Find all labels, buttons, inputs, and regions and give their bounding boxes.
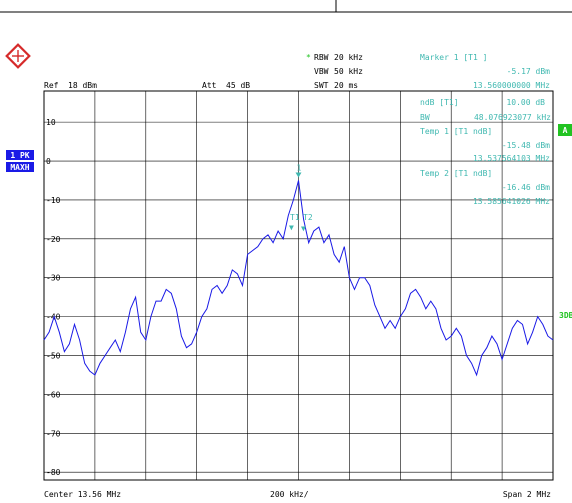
rbw-marker-star: * bbox=[306, 53, 311, 62]
a-label-bg bbox=[558, 124, 572, 136]
bw-value: 48.076923077 kHz bbox=[474, 113, 551, 122]
marker-1-triangle bbox=[295, 172, 302, 178]
bw-label: BW bbox=[420, 113, 430, 122]
att-value: 45 dB bbox=[226, 81, 250, 90]
ndb-label: ndB [T1] bbox=[420, 98, 459, 107]
y-tick-label: -70 bbox=[46, 429, 61, 438]
division-label: 200 kHz/ bbox=[270, 490, 309, 499]
temp-2-title: Temp 2 [T1 ndB] bbox=[420, 169, 492, 178]
temp-2-level: -16.46 dBm bbox=[502, 183, 550, 192]
y-tick-label: -20 bbox=[46, 235, 61, 244]
a-label: A bbox=[563, 126, 568, 135]
graticule-grid bbox=[44, 91, 553, 480]
att-label: Att bbox=[202, 81, 217, 90]
rbw-label: RBW bbox=[314, 53, 329, 62]
temp-2-tag: T2 bbox=[303, 213, 313, 222]
y-tick-label: 10 bbox=[46, 118, 56, 127]
y-tick-label: -40 bbox=[46, 313, 61, 322]
temp-2-frequency: 13.585641026 MHz bbox=[473, 197, 550, 206]
y-tick-label: -30 bbox=[46, 274, 61, 283]
marker-1: 1 bbox=[295, 163, 302, 178]
vbw-value: 50 kHz bbox=[334, 67, 363, 76]
marker-1-tag: 1 bbox=[297, 163, 302, 172]
ndb-value: 10.00 dB bbox=[506, 98, 545, 107]
temp-1-level: -15.48 dBm bbox=[502, 141, 550, 150]
marker-readout-panel: Marker 1 [T1 ] -5.17 dBm 13.560000000 MH… bbox=[420, 53, 551, 206]
y-tick-label: -60 bbox=[46, 390, 61, 399]
rohde-schwarz-logo bbox=[5, 43, 31, 69]
rbw-value: 20 kHz bbox=[334, 53, 363, 62]
trace-label-2-bg bbox=[6, 162, 34, 172]
temp-1-triangle: ▼ bbox=[289, 223, 294, 232]
3db-label: 3DB bbox=[559, 311, 572, 320]
top-strip bbox=[0, 0, 572, 14]
span-label: Span 2 MHz bbox=[503, 490, 551, 499]
vbw-label: VBW bbox=[314, 67, 329, 76]
trace-label-1: 1 PK bbox=[10, 151, 29, 160]
ref-label: Ref bbox=[44, 81, 59, 90]
y-tick-label: -10 bbox=[46, 196, 61, 205]
spectrum-trace bbox=[43, 180, 554, 377]
ref-value: 18 dBm bbox=[68, 81, 97, 90]
y-tick-labels: 10 0 -10 -20 -30 -40 -50 -60 -70 -80 bbox=[46, 118, 61, 477]
marker-1-level: -5.17 dBm bbox=[507, 67, 551, 76]
y-tick-label: 0 bbox=[46, 157, 51, 166]
temp-1-frequency: 13.537564103 MHz bbox=[473, 154, 550, 163]
marker-1-title: Marker 1 [T1 ] bbox=[420, 53, 487, 62]
y-tick-label: -50 bbox=[46, 352, 61, 361]
center-frequency-label: Center 13.56 MHz bbox=[44, 490, 121, 499]
temp-2-triangle: ▼ bbox=[301, 224, 306, 233]
temp-1-title: Temp 1 [T1 ndB] bbox=[420, 127, 492, 136]
trace-label-2: MAXH bbox=[10, 163, 29, 172]
y-tick-label: -80 bbox=[46, 468, 61, 477]
trace-label-1-bg bbox=[6, 150, 34, 160]
temp-1-tag: T1 bbox=[290, 213, 300, 222]
marker-1-frequency: 13.560000000 MHz bbox=[473, 81, 550, 90]
swt-value: 20 ms bbox=[334, 81, 358, 90]
swt-label: SWT bbox=[314, 81, 329, 90]
